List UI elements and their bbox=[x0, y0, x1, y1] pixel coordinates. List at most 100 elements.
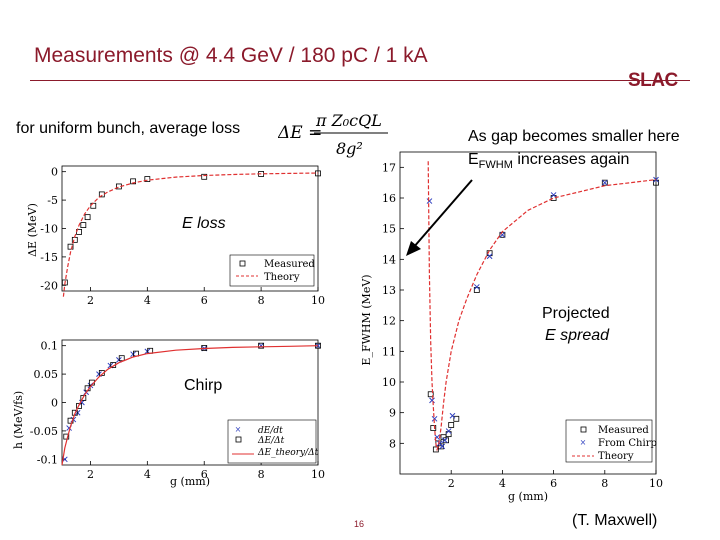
page-number: 16 bbox=[354, 519, 365, 529]
chirp-legend-delta-e: ΔE/Δt bbox=[257, 436, 285, 446]
x-tick-label: 2 bbox=[448, 477, 455, 490]
energy-spread-legend-measured: Measured bbox=[598, 425, 649, 436]
measured-point bbox=[144, 176, 151, 182]
measured-point bbox=[430, 425, 437, 431]
arrow-head-icon bbox=[406, 241, 421, 256]
energy-spread-legend-chirp: From Chirp bbox=[598, 438, 657, 449]
y-tick-label: -0.05 bbox=[30, 425, 58, 438]
y-tick-label: 11 bbox=[382, 345, 396, 358]
x-tick-label: 8 bbox=[258, 468, 265, 481]
gap-note-line2: EFWHM increases again bbox=[468, 151, 629, 171]
legend-square-marker-icon bbox=[580, 426, 587, 433]
y-tick-label: 10 bbox=[382, 376, 396, 389]
chirp-point bbox=[431, 415, 438, 422]
measured-point bbox=[130, 178, 137, 185]
chirp-point bbox=[429, 397, 435, 404]
x-tick-label: 2 bbox=[87, 294, 94, 307]
x-tick-label: 4 bbox=[144, 294, 151, 307]
x-tick-label: 10 bbox=[649, 477, 663, 490]
title-rule bbox=[30, 80, 690, 81]
measured-point bbox=[427, 391, 434, 398]
slac-logo: SLAC bbox=[628, 70, 678, 91]
energy-loss-formula: ΔE = π Z₀cQL 8g² bbox=[278, 111, 388, 158]
chirp-chart: 0.1 0.05 0 -0.05 -0.1 2 4 6 8 10 g (mm) h (MeV/f… bbox=[12, 339, 325, 488]
x-tick-label: 6 bbox=[550, 477, 557, 490]
chirp-legend-dedt: dE/dt bbox=[258, 426, 283, 436]
label-chirp: Chirp bbox=[184, 377, 223, 395]
energy-loss-legend-measured: Measured bbox=[264, 259, 315, 270]
y-tick-label: 15 bbox=[382, 223, 396, 236]
y-tick-label: 13 bbox=[382, 284, 396, 297]
legend-x-marker-icon: × bbox=[580, 438, 587, 447]
energy-loss-legend: Measured Theory bbox=[229, 254, 315, 287]
y-tick-label: -20 bbox=[40, 279, 58, 292]
chirp-point bbox=[473, 284, 480, 290]
measured-point bbox=[76, 403, 82, 409]
x-tick-label: 8 bbox=[258, 294, 265, 307]
x-tick-label: 6 bbox=[201, 294, 208, 307]
y-tick-label: 12 bbox=[382, 315, 396, 328]
legend-square-marker-icon bbox=[239, 260, 246, 267]
energy-spread-frame bbox=[399, 151, 657, 475]
chirp-legend: × dE/dt ΔE/Δt ΔE_theory/Δt bbox=[227, 419, 319, 464]
energy-loss-legend-theory: Theory bbox=[264, 272, 300, 283]
measured-point bbox=[448, 422, 455, 428]
x-tick-label: 4 bbox=[144, 468, 151, 481]
measured-point bbox=[453, 415, 460, 422]
measured-point bbox=[61, 279, 68, 286]
measured-point bbox=[118, 355, 125, 362]
chirp-point bbox=[445, 428, 452, 434]
chirp-point bbox=[426, 198, 433, 204]
y-tick-label: 8 bbox=[389, 437, 396, 450]
energy-loss-legend-box bbox=[229, 254, 315, 287]
measured-point bbox=[80, 222, 87, 228]
chirp-point bbox=[315, 342, 321, 349]
formula-denominator: 8g² bbox=[336, 139, 363, 158]
y-tick-label: 0.1 bbox=[41, 340, 59, 353]
y-tick-label: 9 bbox=[389, 407, 396, 420]
y-tick-label: -10 bbox=[40, 223, 58, 236]
energy-spread-x-label: g (mm) bbox=[508, 490, 548, 503]
gap-note-rest: increases again bbox=[512, 151, 630, 168]
label-eloss: E loss bbox=[182, 215, 226, 233]
uniform-bunch-note: for uniform bunch, average loss bbox=[16, 120, 241, 137]
label-spread-line2: E spread bbox=[545, 327, 610, 344]
x-tick-label: 6 bbox=[201, 468, 208, 481]
measured-point bbox=[80, 395, 87, 401]
x-tick-label: 10 bbox=[311, 294, 325, 307]
slide-title: Measurements @ 4.4 GeV / 180 pC / 1 kA bbox=[34, 44, 428, 67]
theory-curve bbox=[61, 345, 319, 466]
measured-point bbox=[258, 342, 265, 349]
chirp-point bbox=[601, 179, 608, 186]
energy-loss-y-label: ΔE (MeV) bbox=[26, 203, 39, 257]
measured-point bbox=[201, 173, 208, 180]
formula-lhs: ΔE = bbox=[278, 123, 322, 143]
y-tick-label: 14 bbox=[382, 253, 396, 266]
chirp-y-label: h (MeV/fs) bbox=[12, 391, 25, 449]
y-tick-label: 0.05 bbox=[34, 368, 59, 381]
chirp-point bbox=[550, 192, 557, 198]
measured-point bbox=[315, 170, 321, 177]
chirp-point bbox=[499, 231, 506, 238]
measured-point bbox=[84, 214, 91, 221]
y-tick-label: -0.1 bbox=[37, 453, 58, 466]
chirp-legend-box bbox=[227, 419, 317, 464]
theory-curve bbox=[427, 161, 657, 452]
y-tick-label: 0 bbox=[51, 166, 58, 179]
label-spread-line1: Projected bbox=[542, 305, 610, 322]
measured-point bbox=[432, 446, 439, 453]
chirp-point bbox=[449, 412, 456, 419]
gap-note-line1: As gap becomes smaller here bbox=[468, 128, 680, 145]
y-tick-label: 16 bbox=[382, 192, 396, 205]
y-tick-label: -5 bbox=[47, 194, 58, 207]
x-tick-label: 2 bbox=[87, 468, 94, 481]
energy-loss-chart: 0 -5 -10 -15 -20 2 4 6 8 10 ΔE (MeV) Measured Th… bbox=[26, 165, 325, 307]
measured-point bbox=[67, 243, 74, 250]
legend-x-marker-icon: × bbox=[235, 425, 242, 434]
chirp-legend-theory: ΔE_theory/Δt bbox=[257, 448, 319, 458]
chirp-x-label: g (mm) bbox=[170, 475, 210, 488]
credit: (T. Maxwell) bbox=[572, 512, 658, 529]
energy-spread-legend-box bbox=[565, 419, 653, 463]
arrow-shaft bbox=[412, 179, 473, 249]
